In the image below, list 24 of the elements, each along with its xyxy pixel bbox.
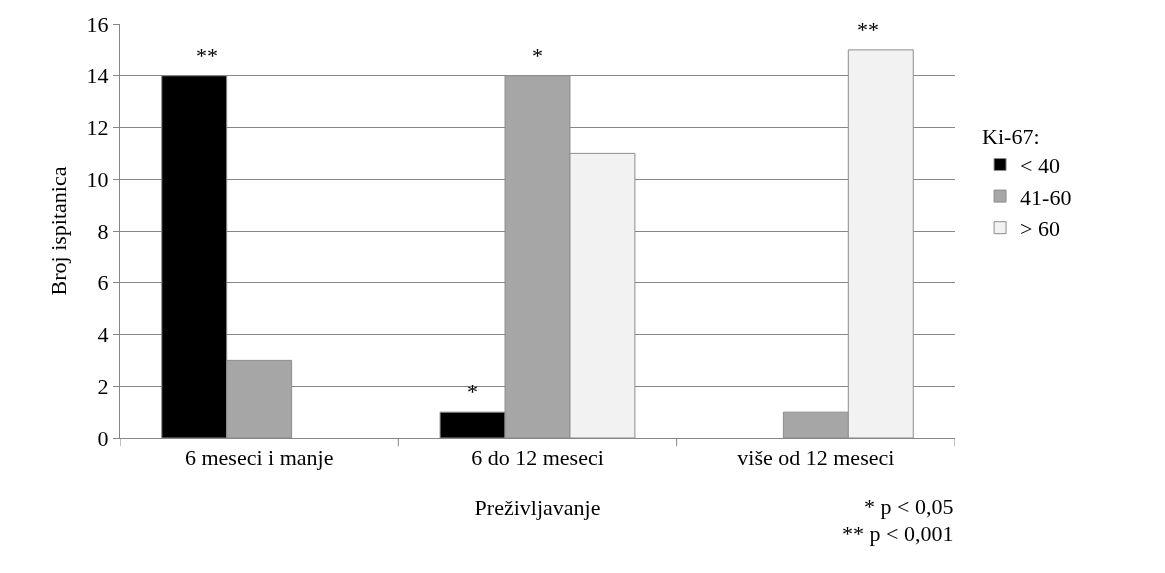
y-tick-label: 6 xyxy=(97,270,109,296)
y-tick-label: 0 xyxy=(97,425,109,451)
x-tick-label: 6 do 12 meseci xyxy=(471,445,604,471)
text: * p < 0,05 xyxy=(864,494,954,519)
y-tick-label: 8 xyxy=(97,218,109,244)
y-tick-label: 2 xyxy=(97,373,109,399)
annotation: * xyxy=(532,43,543,68)
y-tick-label: 4 xyxy=(97,322,109,348)
y-tick-label: 12 xyxy=(86,115,109,141)
annotation: ** xyxy=(857,17,879,42)
annotation: * xyxy=(467,379,478,404)
x-axis-title: Preživljavanje xyxy=(474,495,601,521)
annotation: ** xyxy=(196,43,218,68)
legend-label: < 40 xyxy=(1020,153,1060,179)
legend-title: Ki-67: xyxy=(982,123,1040,149)
text: ** p < 0,001 xyxy=(842,521,954,546)
y-tick-label: 14 xyxy=(86,63,109,89)
y-tick-label: 16 xyxy=(86,11,109,37)
y-tick-label: 10 xyxy=(86,166,109,192)
legend-label: 41-60 xyxy=(1020,184,1072,210)
legend-label: > 60 xyxy=(1020,216,1060,242)
y-axis-title: Broj ispitanica xyxy=(46,166,71,296)
x-tick-label: više od 12 meseci xyxy=(737,445,895,471)
x-tick-label: 6 meseci i manje xyxy=(184,445,334,471)
